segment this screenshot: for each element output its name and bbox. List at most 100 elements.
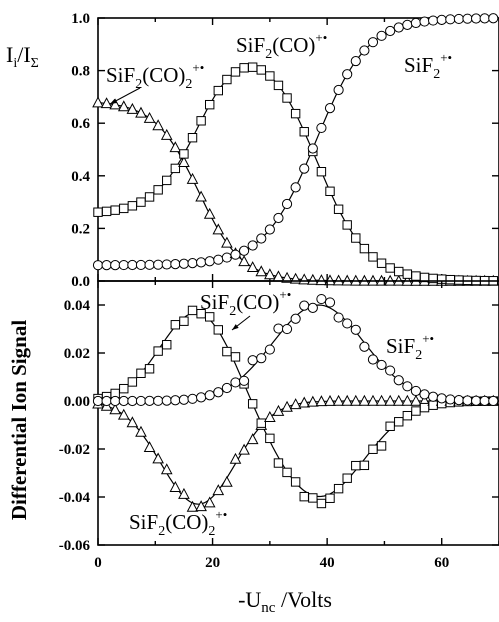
bottom-point-sif2co bbox=[223, 347, 231, 355]
bottom-point-sif2co2 bbox=[153, 454, 163, 463]
bottom-point-sif2co bbox=[180, 317, 188, 325]
bottom-point-sif2 bbox=[317, 294, 326, 303]
bottom-point-sif2 bbox=[300, 301, 309, 310]
top-point-sif2co bbox=[137, 198, 145, 206]
top-point-sif2 bbox=[437, 15, 446, 24]
bottom-point-sif2 bbox=[368, 355, 377, 364]
bottom-point-sif2 bbox=[171, 396, 180, 405]
bottom-point-sif2 bbox=[197, 393, 206, 402]
top-point-sif2co bbox=[171, 164, 179, 172]
bottom-point-sif2co bbox=[300, 492, 308, 500]
bottom-panel: -0.06-0.04-0.020.000.020.040204060SiF2(C… bbox=[59, 281, 499, 571]
bottom-point-sif2co bbox=[291, 478, 299, 486]
top-point-sif2 bbox=[334, 85, 343, 94]
top-point-sif2 bbox=[403, 20, 412, 29]
bottom-point-sif2co bbox=[377, 442, 385, 450]
top-point-sif2 bbox=[239, 246, 248, 255]
top-point-sif2co2 bbox=[196, 192, 206, 201]
top-point-sif2 bbox=[214, 255, 223, 264]
top-label-sif2co: SiF2(CO)+• bbox=[236, 30, 327, 62]
top-point-sif2 bbox=[325, 104, 334, 113]
bottom-point-sif2 bbox=[411, 386, 420, 395]
top-point-sif2 bbox=[420, 17, 429, 26]
bottom-point-sif2 bbox=[248, 356, 257, 365]
top-point-sif2 bbox=[454, 14, 463, 23]
top-point-sif2 bbox=[360, 46, 369, 55]
bottom-ytick-label: 0.02 bbox=[64, 346, 90, 362]
top-ytick-label: 0.2 bbox=[71, 221, 90, 237]
bottom-point-sif2co bbox=[283, 468, 291, 476]
top-point-sif2 bbox=[136, 260, 145, 269]
bottom-point-sif2co bbox=[352, 461, 360, 469]
top-point-sif2co bbox=[206, 100, 214, 108]
top-point-sif2 bbox=[257, 234, 266, 243]
x-tick-label: 20 bbox=[205, 555, 220, 571]
top-point-sif2 bbox=[386, 26, 395, 35]
bottom-point-sif2 bbox=[257, 354, 266, 363]
top-point-sif2 bbox=[231, 250, 240, 259]
x-tick-label: 60 bbox=[434, 555, 449, 571]
bottom-ytick-label: -0.06 bbox=[59, 538, 91, 554]
top-point-sif2 bbox=[171, 260, 180, 269]
bottom-point-sif2co2 bbox=[162, 464, 172, 473]
top-label-sif2: SiF2+• bbox=[404, 50, 452, 82]
x-tick-label: 40 bbox=[320, 555, 335, 571]
top-point-sif2co bbox=[145, 193, 153, 201]
bottom-point-sif2 bbox=[162, 396, 171, 405]
bottom-point-sif2co bbox=[145, 365, 153, 373]
top-ytick-label: 0.6 bbox=[71, 116, 90, 132]
bottom-point-sif2co2 bbox=[248, 434, 258, 443]
top-point-sif2co bbox=[291, 109, 299, 117]
bottom-point-sif2co bbox=[412, 407, 420, 415]
bottom-point-sif2co2 bbox=[222, 477, 232, 486]
bottom-point-sif2 bbox=[386, 366, 395, 375]
bottom-label-sif2co2: SiF2(CO)2+• bbox=[129, 507, 227, 539]
top-point-sif2co bbox=[274, 81, 282, 89]
bottom-point-sif2co bbox=[420, 403, 428, 411]
top-ylabel-sub2: Σ bbox=[31, 56, 39, 71]
top-point-sif2co bbox=[334, 205, 342, 213]
bottom-point-sif2 bbox=[282, 324, 291, 333]
top-point-sif2 bbox=[197, 258, 206, 267]
top-curve-sif2co bbox=[98, 67, 499, 281]
top-point-sif2co bbox=[120, 204, 128, 212]
bottom-point-sif2co bbox=[163, 341, 171, 349]
top-point-sif2 bbox=[368, 38, 377, 47]
top-ytick-label: 0.8 bbox=[71, 64, 90, 80]
bottom-point-sif2co2 bbox=[239, 445, 249, 454]
bottom-point-sif2 bbox=[480, 396, 489, 405]
bottom-point-sif2 bbox=[343, 319, 352, 328]
top-point-sif2co2 bbox=[248, 262, 258, 271]
bottom-point-sif2 bbox=[429, 392, 438, 401]
top-point-sif2co bbox=[154, 186, 162, 194]
top-point-sif2co bbox=[248, 63, 256, 71]
bottom-point-sif2 bbox=[136, 396, 145, 405]
top-point-sif2 bbox=[205, 257, 214, 266]
top-point-sif2 bbox=[291, 183, 300, 192]
top-point-sif2 bbox=[463, 14, 472, 23]
top-point-sif2 bbox=[93, 261, 102, 270]
top-label-sif2co2: SiF2(CO)2+• bbox=[106, 60, 204, 92]
top-point-sif2co bbox=[257, 66, 265, 74]
top-point-sif2co2 bbox=[93, 97, 103, 106]
top-point-sif2 bbox=[145, 260, 154, 269]
bottom-point-sif2 bbox=[111, 396, 120, 405]
top-point-sif2 bbox=[128, 260, 137, 269]
top-point-sif2 bbox=[343, 70, 352, 79]
bottom-point-sif2 bbox=[377, 360, 386, 369]
bottom-ylabel: Differential Ion Signal bbox=[7, 320, 31, 520]
top-point-sif2co bbox=[94, 208, 102, 216]
top-point-sif2 bbox=[282, 199, 291, 208]
bottom-label-sif2: SiF2+• bbox=[386, 331, 434, 363]
bottom-point-sif2 bbox=[334, 313, 343, 322]
top-point-sif2 bbox=[265, 225, 274, 234]
top-point-sif2co2 bbox=[213, 225, 223, 234]
x-axis-label-main: -U bbox=[238, 587, 261, 612]
bottom-point-sif2co bbox=[326, 494, 334, 502]
top-point-sif2 bbox=[179, 259, 188, 268]
bottom-point-sif2 bbox=[454, 396, 463, 405]
bottom-point-sif2co bbox=[120, 384, 128, 392]
top-point-sif2 bbox=[446, 15, 455, 24]
top-panel: 0.00.20.40.60.81.0SiF2(CO)2+•SiF2(CO)+•S… bbox=[71, 11, 499, 290]
